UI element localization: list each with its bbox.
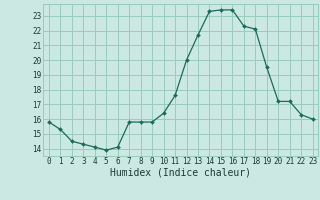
X-axis label: Humidex (Indice chaleur): Humidex (Indice chaleur) [110, 168, 251, 178]
